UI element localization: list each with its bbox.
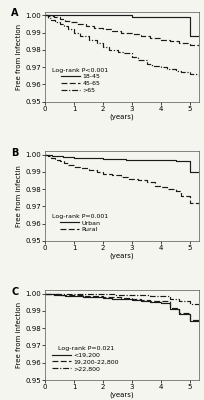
Legend: Urban, Rural: Urban, Rural (51, 212, 109, 234)
Y-axis label: Free from Infection: Free from Infection (16, 24, 22, 90)
Y-axis label: Free from infection: Free from infection (16, 302, 22, 368)
X-axis label: (years): (years) (109, 392, 134, 398)
Legend: 18-45, 45-65, >65: 18-45, 45-65, >65 (51, 66, 109, 94)
Text: C: C (11, 287, 18, 297)
Text: B: B (11, 148, 19, 158)
X-axis label: (years): (years) (109, 113, 134, 120)
Text: A: A (11, 8, 19, 18)
Legend: <19,200, 19,200-22,800, >22,800: <19,200, 19,200-22,800, >22,800 (51, 344, 120, 373)
X-axis label: (years): (years) (109, 252, 134, 259)
Y-axis label: Free from infectin: Free from infectin (16, 165, 22, 227)
